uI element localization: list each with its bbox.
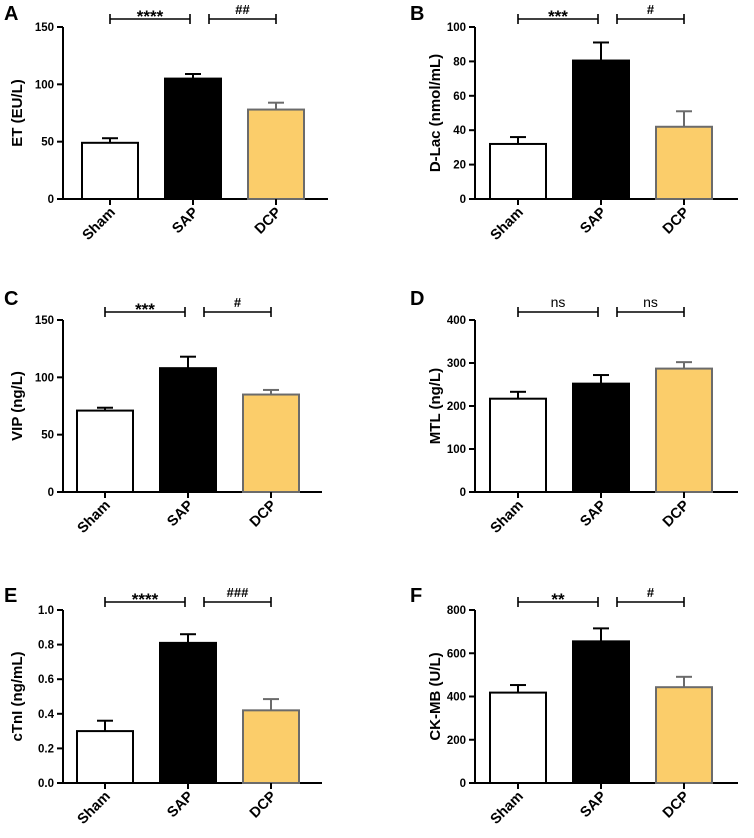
x-tick-label: DCP	[660, 788, 693, 821]
y-tick-label: 50	[41, 430, 54, 442]
panel-letter: F	[410, 585, 422, 607]
bar-dcp	[655, 125, 713, 200]
significance-label: ##	[235, 2, 250, 17]
significance-label: ****	[137, 7, 164, 26]
x-tick-label: DCP	[247, 497, 280, 530]
y-axis-label: CK-MB (U/L)	[427, 652, 444, 740]
chart-panel-b: B D-Lac (nmol/mL) 0 20 40 60 80 100 Sham SAP DCP **…	[410, 2, 738, 244]
y-tick-label: 300	[447, 358, 466, 370]
significance-label: #	[647, 585, 655, 600]
x-tick-label: Sham	[488, 205, 527, 244]
significance-label: ns	[551, 294, 566, 310]
significance-label: ns	[643, 294, 658, 310]
y-axis-label: cTnI (ng/mL)	[9, 652, 26, 742]
bar-sham	[489, 397, 547, 493]
x-tick-label: Sham	[80, 205, 119, 244]
significance-label: #	[234, 295, 242, 310]
bar-sham	[76, 730, 134, 784]
y-tick-label: 50	[41, 137, 54, 149]
bar-dcp	[242, 709, 300, 785]
bar-dcp	[242, 393, 300, 493]
panel-letter: C	[4, 288, 18, 310]
bar-sap	[572, 640, 630, 785]
y-tick-label: 0.0	[38, 778, 54, 790]
y-tick-label: 150	[35, 315, 54, 327]
y-tick-label: 0	[48, 487, 54, 499]
x-tick-label: Sham	[488, 498, 527, 537]
x-tick-label: SAP	[164, 788, 197, 821]
significance-label: ***	[548, 7, 568, 26]
bar-sham	[76, 409, 134, 493]
y-tick-label: 100	[447, 444, 466, 456]
y-tick-label: 0	[460, 194, 466, 206]
y-tick-label: 100	[35, 372, 54, 384]
x-tick-label: Sham	[488, 789, 527, 828]
significance-label: #	[647, 2, 655, 17]
y-tick-label: 0.6	[38, 674, 54, 686]
bar-sham	[489, 142, 547, 201]
y-tick-label: 100	[35, 79, 54, 91]
x-tick-label: SAP	[577, 204, 610, 237]
significance-label: ****	[132, 590, 159, 609]
y-tick-label: 20	[453, 160, 466, 172]
significance-label: ###	[227, 585, 249, 600]
y-tick-label: 600	[447, 648, 466, 660]
panel-letter: B	[410, 3, 424, 25]
y-axis-label: VIP (ng/L)	[9, 371, 26, 441]
y-tick-label: 200	[447, 401, 466, 413]
y-tick-label: 200	[447, 735, 466, 747]
x-tick-label: DCP	[660, 204, 693, 237]
x-tick-label: SAP	[169, 204, 202, 237]
bar-sap	[159, 367, 217, 493]
y-tick-label: 0	[48, 194, 54, 206]
y-tick-label: 0	[460, 487, 466, 499]
chart-panel-d: D MTL (ng/L) 0 100 200 300 400 Sham SAP DCP ns ns	[410, 288, 738, 537]
x-tick-label: Sham	[75, 498, 114, 537]
bar-dcp	[655, 367, 713, 493]
panel-letter: A	[4, 3, 18, 25]
significance-label: **	[551, 590, 565, 609]
bar-sap	[572, 382, 630, 494]
y-tick-label: 0	[460, 778, 466, 790]
chart-panel-c: C VIP (ng/L) 0 50 100 150 Sham SAP DCP *** #	[4, 288, 322, 537]
chart-panel-f: F CK-MB (U/L) 0 200 400 600 800 Sham SAP DCP ** #	[410, 585, 738, 828]
y-axis-label: D-Lac (nmol/mL)	[427, 54, 444, 172]
y-tick-label: 60	[453, 91, 466, 103]
x-tick-label: SAP	[164, 497, 197, 530]
panel-letter: E	[4, 585, 17, 607]
y-tick-label: 80	[453, 56, 466, 68]
x-tick-label: Sham	[75, 789, 114, 828]
x-tick-label: DCP	[660, 497, 693, 530]
bar-dcp	[247, 108, 305, 200]
y-tick-label: 0.4	[38, 709, 55, 721]
bar-sap	[164, 77, 222, 200]
bar-sham	[489, 691, 547, 784]
y-tick-label: 1.0	[38, 605, 54, 617]
bar-dcp	[655, 686, 713, 784]
chart-panel-a: A ET (EU/L) 0 50 100 150 Sham SAP DCP **** ##	[4, 2, 328, 244]
x-tick-label: SAP	[577, 788, 610, 821]
y-tick-label: 400	[447, 315, 466, 327]
x-tick-label: SAP	[577, 497, 610, 530]
x-tick-label: DCP	[247, 788, 280, 821]
y-tick-label: 0.2	[38, 743, 54, 755]
y-tick-label: 800	[447, 605, 466, 617]
y-axis-label: MTL (ng/L)	[427, 368, 444, 444]
panel-letter: D	[410, 288, 424, 310]
bar-sap	[572, 59, 630, 201]
x-tick-label: DCP	[252, 204, 285, 237]
y-tick-label: 100	[447, 22, 466, 34]
y-tick-label: 0.8	[38, 640, 55, 652]
bar-sham	[81, 141, 139, 201]
y-axis-label: ET (EU/L)	[9, 79, 26, 147]
bar-sap	[159, 641, 217, 784]
y-tick-label: 150	[35, 22, 54, 34]
y-tick-label: 400	[447, 692, 466, 704]
significance-label: ***	[135, 300, 155, 319]
y-tick-label: 40	[453, 125, 466, 137]
